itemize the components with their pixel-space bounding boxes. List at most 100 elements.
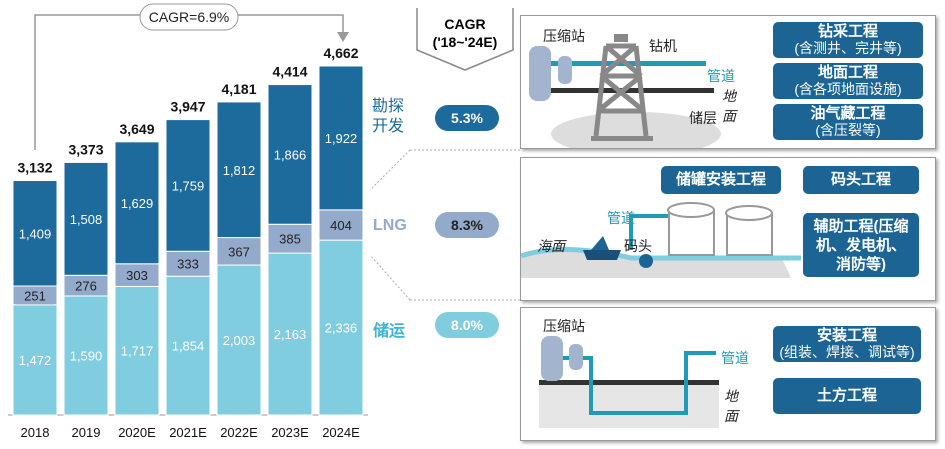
surface-engineering-button[interactable]: 地面工程 (含各项地面设施) [773,63,923,99]
x-tick-label: 2018 [21,425,50,440]
button-title: 土方工程 [816,387,877,404]
data-label: 367 [228,244,250,259]
label-line: 开发 [372,118,405,135]
category-label-exploration: 勘探 开发 [372,97,404,137]
sea-label: 海面 [537,238,565,254]
label-line: 勘探 [372,98,405,115]
category-label-storage: 储运 [373,323,406,340]
cagr-header: CAGR ('18~'24E) [415,8,515,72]
data-label-bg [271,229,309,248]
panel-storage: 压缩站 管道 地面 安装工程 (组装、焊接、调试等) 土方工程 [520,307,936,441]
data-label-bg [67,276,105,295]
data-label-bg [322,318,360,337]
cagr-label-box [139,3,239,31]
data-label: 1,508 [70,212,103,227]
tank-installation-button[interactable]: 储罐安装工程 [661,166,781,194]
total-label: 3,373 [68,141,103,157]
rig-illustration [529,34,721,148]
data-label: 2,003 [223,333,256,348]
total-label: 4,662 [323,45,358,61]
dock-engineering-button[interactable]: 码头工程 [803,166,919,194]
data-label-bg [16,224,54,243]
x-tick-label: 2021E [169,425,207,440]
data-label: 251 [24,288,46,303]
reservoir-engineering-button[interactable]: 油气藏工程 (含压裂等) [773,104,923,140]
data-label-bg [271,145,309,164]
category-label-lng: LNG [373,217,407,234]
total-label: 4,181 [221,81,256,97]
data-label: 1,759 [172,178,205,193]
data-label-bg [220,242,258,261]
x-tick-label: 2019 [72,425,101,440]
pipeline-illustration [539,336,719,428]
rig-label: 钻机 [649,38,677,54]
data-label-bg [118,193,156,212]
data-label-bg [118,266,156,285]
x-tick-label: 2020E [118,425,156,440]
data-label: 333 [177,257,199,272]
button-sub: (含压裂等) [815,122,881,138]
data-label-bg [67,346,105,365]
pipe-label: 管道 [707,68,735,84]
installation-engineering-button[interactable]: 安装工程 (组装、焊接、调试等) [773,326,921,362]
x-tick-label: 2024E [322,425,360,440]
data-label-bg [220,160,258,179]
button-title: 安装工程 [816,327,877,344]
x-tick-label: 2022E [220,425,258,440]
x-tick-label: 2023E [271,425,309,440]
data-label: 1,812 [223,163,256,178]
data-label: 1,409 [19,226,52,241]
earthwork-engineering-button[interactable]: 土方工程 [773,378,921,414]
connector-lines [370,149,520,301]
data-label: 1,629 [121,196,154,211]
ground-label: 地面 [722,88,736,124]
compressor-label: 压缩站 [543,28,585,44]
cagr-arrow-head [337,32,349,42]
reservoir-label: 储层 [689,110,717,126]
dock-label: 码头 [624,238,652,254]
cagr-pill-lng: 8.3% [435,212,499,238]
data-label: 1,922 [325,131,358,146]
data-label-bg [118,341,156,360]
stacked-bar-chart: CAGR=6.9% 1,472 251 1,409 3,132 2018 1,590 276… [8,3,368,440]
cagr-label: CAGR=6.9% [149,9,230,25]
data-label-bg [16,286,54,305]
total-label: 3,132 [17,160,52,176]
button-sub: (含测井、完井等) [794,40,902,56]
data-label: 276 [75,279,97,294]
cagr-header-range: ('18~'24E) [432,34,498,50]
data-label: 1,472 [19,353,52,368]
total-label: 4,414 [272,64,307,80]
lng-illustration [521,202,801,278]
data-label-bg [322,128,360,147]
data-label: 385 [279,232,301,247]
drilling-engineering-button[interactable]: 钻采工程 (含测井、完井等) [773,22,923,58]
button-title: 辅助工程(压缩机、发电机、消防等) [813,217,909,273]
data-label-bg [220,331,258,350]
auxiliary-engineering-button[interactable]: 辅助工程(压缩机、发电机、消防等) [803,213,919,277]
data-label-bg [169,254,207,273]
button-title: 码头工程 [830,171,891,188]
data-label: 1,717 [121,344,154,359]
total-label: 3,947 [170,99,205,115]
panel-exploration: 压缩站 钻机 管道 地面 储层 钻采工程 (含测井、完井等) 地面工程 (含各项地面… [520,15,936,149]
button-sub: (含各项地面设施) [794,81,902,97]
data-label: 1,590 [70,348,103,363]
data-label-bg [67,209,105,228]
data-label-bg [169,336,207,355]
data-label: 1,854 [172,339,205,354]
data-label: 303 [126,268,148,283]
data-label-bg [271,325,309,344]
data-label: 2,163 [274,327,307,342]
data-label-bg [322,216,360,235]
button-title: 钻采工程 [817,23,878,40]
total-label: 3,649 [119,121,154,137]
ground-label: 地面 [724,388,738,424]
panel-lng: 海面 管道 码头 储罐安装工程 码头工程 辅助工程(压缩机、发电机、消防等) [520,157,936,301]
pipe-label: 管道 [607,210,635,226]
compressor-label: 压缩站 [543,318,585,334]
pipe-label: 管道 [721,350,749,366]
data-label: 2,336 [325,321,358,336]
button-title: 油气藏工程 [810,105,886,122]
